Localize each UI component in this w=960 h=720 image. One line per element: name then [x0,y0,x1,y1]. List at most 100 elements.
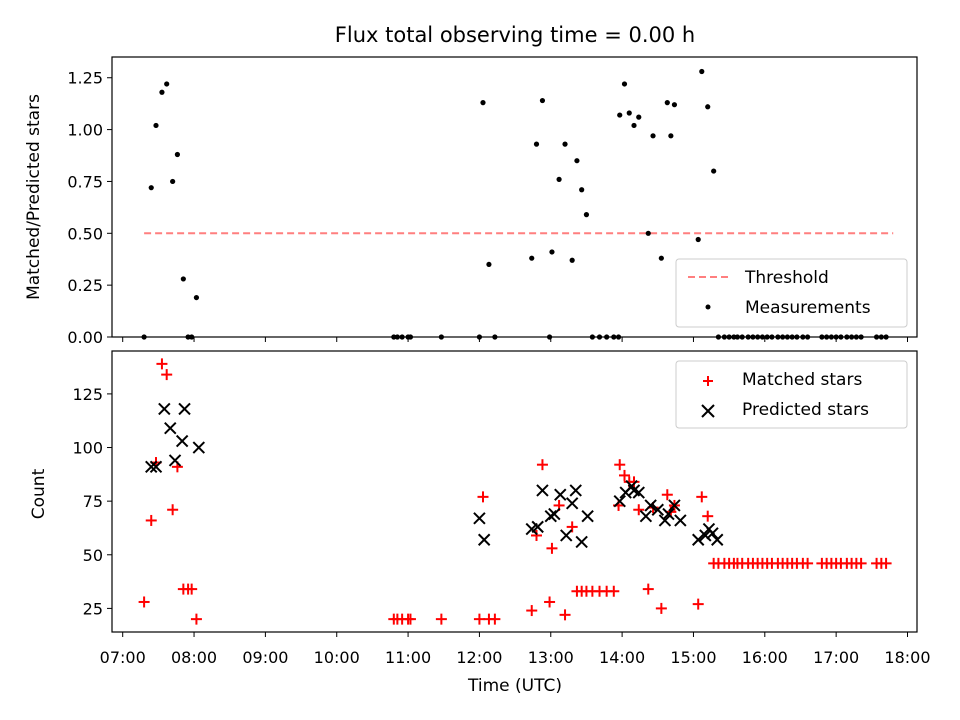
bottom-ytick-label: 125 [72,385,103,404]
predicted-star-point [651,503,664,516]
predicted-star-point [699,529,712,542]
matched-legend-swatch [703,376,713,386]
bottom-ytick-label: 100 [72,439,103,458]
top-ytick-label: 0.50 [67,224,103,243]
predicted-star-point [536,484,549,497]
measurement-point [533,141,540,147]
predicted-star-point [473,512,486,525]
top-ytick-label: 0.00 [67,328,103,347]
matched-star-point [642,583,654,595]
predicted-star-point [560,529,573,542]
matched-star-point [404,613,416,625]
matched-star-point [145,514,157,526]
bottom-axes-frame [111,350,918,633]
top-legend: Threshold Measurements [675,258,908,328]
xtick-label: 09:00 [242,648,288,667]
bottom-ytick-label: 75 [83,492,103,511]
predicted-star-point [581,509,594,523]
measurement-point [617,112,623,118]
matched-star-point [661,489,673,501]
matched-star-point [546,542,558,554]
bottom-panel: Count Time (UTC) Matched stars Predicted… [29,350,931,696]
matched-star-point [489,613,501,625]
predicted-star-point [575,535,588,549]
measurement-point [711,168,717,174]
predicted-star-point [145,460,158,474]
predicted-star-point [692,533,705,546]
xtick-label: 11:00 [385,648,431,667]
measurement-point [626,110,632,116]
matched-star-point [156,358,168,370]
xtick-label: 08:00 [171,648,217,667]
top-panel: Matched/Predicted stars Threshold Measur… [24,56,918,347]
measurement-point [705,104,711,110]
matched-star-point [138,596,150,608]
xtick-label: 14:00 [599,648,645,667]
predicted-star-point [158,402,171,416]
bottom-ylabel: Count [29,468,49,519]
matched-star-point [544,596,556,608]
xtick-label: 13:00 [528,648,574,667]
measurement-point [480,100,486,106]
top-ytick-label: 1.25 [67,69,103,88]
top-ytick-label: 1.00 [67,121,103,140]
matched-star-point [692,598,704,610]
top-axes-frame [111,56,918,338]
predicted-star-point [192,441,206,454]
measurement-point [164,81,170,87]
predicted-star-point [644,499,657,512]
matched-star-point [530,529,542,541]
predicted-legend-label: Predicted stars [742,400,869,420]
predicted-star-point [178,402,191,416]
measurement-point [148,185,154,191]
bottom-ytick-label: 50 [83,546,103,565]
chart-title: Flux total observing time = 0.00 h [335,23,695,47]
measurement-point [174,151,180,158]
measurement-point [549,249,555,255]
measurement-point [556,176,562,182]
measurement-point [664,100,670,106]
top-ytick-label: 0.75 [67,172,103,191]
measurement-point [539,97,546,104]
predicted-star-point [175,434,189,448]
measurement-point [636,114,642,120]
predicted-star-point [658,514,672,527]
predicted-star-point [706,527,719,540]
matched-star-point [628,476,640,488]
measurement-point [569,257,575,263]
predicted-legend-swatch [701,404,715,418]
predicted-star-point [544,509,557,523]
bottom-plot-area [138,358,892,625]
xtick-label: 12:00 [456,648,502,667]
predicted-star-point [639,509,653,523]
measurement-point [574,158,580,164]
bottom-legend-box [675,360,908,429]
predicted-star-point [662,507,675,521]
measurement-point [631,122,637,129]
predicted-star-point [548,507,561,521]
measurement-point [193,294,200,301]
measurement-point [650,133,656,139]
predicted-star-point [711,533,724,546]
measurement-point [153,122,159,129]
matched-star-point [167,504,179,516]
matched-star-point [186,583,198,595]
predicted-star-point [164,422,177,435]
matched-star-point [655,602,667,614]
predicted-star-point [668,499,681,512]
measurement-point [658,255,664,261]
predicted-star-point [565,497,579,510]
measurement-point [671,102,678,108]
matched-star-point [855,557,867,569]
measurement-point [579,187,585,193]
matched-star-point [477,491,489,503]
measurement-point [562,141,568,147]
predicted-star-point [632,486,645,499]
predicted-star-point [477,533,491,546]
bottom-legend: Matched stars Predicted stars [675,360,908,429]
matched-star-point [190,613,202,625]
matched-star-point [559,609,571,621]
measurement-point [645,230,651,236]
